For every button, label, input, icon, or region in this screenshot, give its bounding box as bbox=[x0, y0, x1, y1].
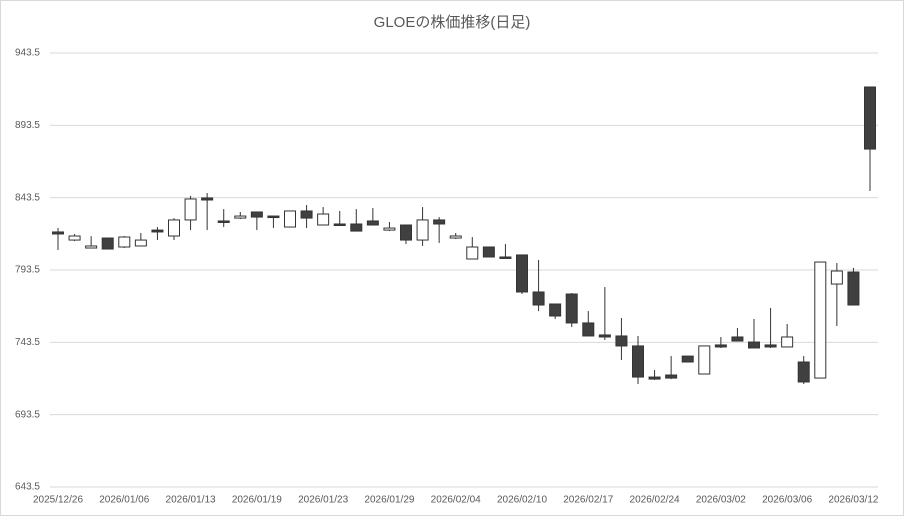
candle-body bbox=[416, 219, 429, 241]
x-tick-label: 2026/03/06 bbox=[762, 495, 812, 506]
candle-body bbox=[234, 215, 247, 219]
candle-body bbox=[764, 344, 777, 348]
candle-body bbox=[449, 235, 462, 239]
candle-body bbox=[681, 355, 694, 363]
x-tick-label: 2026/02/10 bbox=[497, 495, 547, 506]
x-tick-label: 2026/03/02 bbox=[696, 495, 746, 506]
x-tick-label: 2026/01/23 bbox=[298, 495, 348, 506]
candle-body bbox=[482, 246, 495, 258]
candle-body bbox=[615, 335, 628, 347]
candle-body bbox=[52, 231, 64, 235]
candle-body bbox=[532, 291, 545, 306]
candle-body bbox=[598, 334, 611, 338]
candle-body bbox=[118, 236, 131, 248]
candle-body bbox=[184, 198, 197, 221]
candle-body bbox=[151, 229, 164, 233]
candle-body bbox=[830, 270, 843, 285]
x-tick-label: 2026/02/17 bbox=[563, 495, 613, 506]
candle-body bbox=[85, 245, 98, 249]
y-tick-label: 793.5 bbox=[15, 265, 40, 276]
candle-body bbox=[665, 374, 678, 379]
y-tick-label: 693.5 bbox=[15, 409, 40, 420]
candle-body bbox=[217, 220, 230, 223]
candle-body bbox=[698, 345, 711, 375]
candle-body bbox=[814, 261, 827, 379]
candle-body bbox=[101, 237, 114, 250]
x-tick-label: 2026/01/29 bbox=[364, 495, 414, 506]
y-tick-label: 893.5 bbox=[15, 120, 40, 131]
candle-body bbox=[267, 215, 280, 219]
candle-body bbox=[582, 322, 595, 337]
x-tick-label: 2026/02/04 bbox=[431, 495, 481, 506]
candle-body bbox=[565, 293, 578, 324]
candle-body bbox=[383, 227, 396, 231]
candle-body bbox=[864, 86, 876, 150]
candle-body bbox=[317, 213, 330, 226]
y-tick-label: 643.5 bbox=[15, 482, 40, 493]
candle-body bbox=[632, 345, 644, 378]
candle-body bbox=[333, 223, 346, 226]
candle-body bbox=[400, 224, 412, 241]
y-tick-label: 943.5 bbox=[15, 48, 40, 59]
x-tick-label: 2026/01/06 bbox=[99, 495, 149, 506]
candle-body bbox=[366, 220, 379, 226]
candle-body bbox=[731, 336, 744, 342]
x-tick-label: 2025/12/26 bbox=[33, 495, 83, 506]
candle-body bbox=[68, 235, 81, 241]
candle-body bbox=[466, 246, 479, 260]
candle-body bbox=[433, 219, 446, 225]
candle-body bbox=[284, 210, 296, 228]
candle-body bbox=[648, 376, 661, 380]
chart-title: GLOEの株価推移(日足) bbox=[374, 14, 531, 31]
candle-body bbox=[499, 256, 512, 259]
candle-body bbox=[300, 210, 313, 219]
candle-body bbox=[714, 344, 727, 348]
candle-body bbox=[797, 361, 810, 383]
x-tick-label: 2026/01/13 bbox=[166, 495, 216, 506]
candle-body bbox=[201, 197, 214, 201]
candle-body bbox=[748, 341, 760, 349]
x-tick-label: 2026/03/12 bbox=[828, 495, 878, 506]
candle-body bbox=[168, 219, 180, 237]
x-tick-label: 2026/01/19 bbox=[232, 495, 282, 506]
y-tick-label: 843.5 bbox=[15, 192, 40, 203]
candle-body bbox=[350, 223, 363, 232]
candle-body bbox=[250, 211, 263, 218]
x-tick-label: 2026/02/24 bbox=[630, 495, 680, 506]
y-tick-label: 743.5 bbox=[15, 337, 40, 348]
candle-body bbox=[549, 303, 562, 317]
candle-body bbox=[516, 254, 528, 293]
candle-body bbox=[781, 336, 794, 348]
candle-body bbox=[134, 239, 147, 247]
candle-body bbox=[847, 271, 860, 306]
